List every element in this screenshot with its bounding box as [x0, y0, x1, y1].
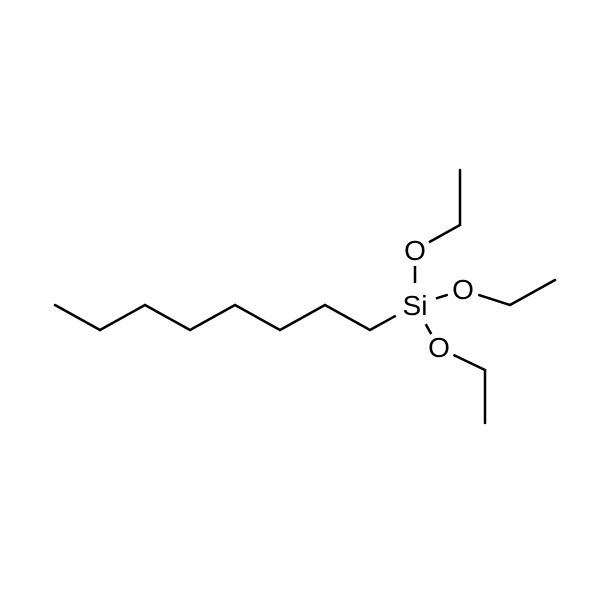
atom-label-o: O: [452, 274, 474, 305]
atom-label-si: Si: [403, 290, 428, 321]
molecule-structure: SiOOO: [0, 0, 600, 600]
atom-label-o: O: [404, 235, 426, 266]
atom-label-o: O: [428, 332, 450, 363]
canvas-background: [0, 0, 600, 600]
